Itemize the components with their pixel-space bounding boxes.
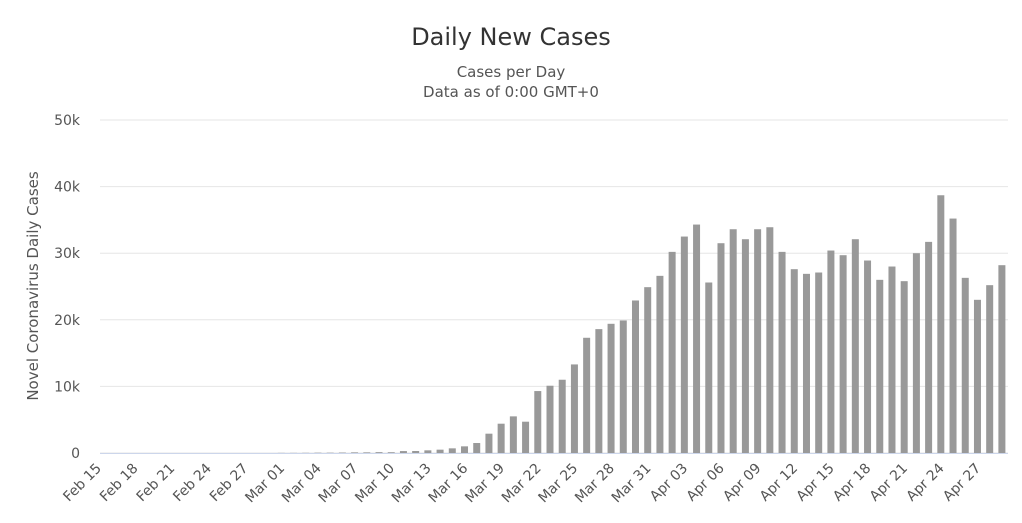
bar	[399, 451, 407, 453]
bar	[876, 279, 884, 453]
x-tick-label: Mar 01	[242, 461, 288, 507]
chart-subtitle: Data as of 0:00 GMT+0	[423, 83, 599, 101]
chart-title: Daily New Cases	[411, 23, 611, 51]
bar	[668, 251, 676, 453]
bar	[961, 277, 969, 453]
x-tick-label: Apr 09	[720, 461, 764, 505]
x-tick-label: Feb 18	[97, 461, 142, 506]
bar	[717, 243, 725, 453]
bar	[851, 239, 859, 453]
bar	[412, 451, 420, 453]
x-tick-label: Apr 27	[940, 461, 984, 505]
y-tick-label: 10k	[54, 379, 81, 395]
bar	[912, 253, 920, 453]
bar	[461, 446, 469, 453]
bar	[375, 452, 383, 453]
x-tick-label: Feb 24	[170, 460, 215, 505]
x-tick-label: Feb 21	[134, 461, 179, 506]
bar	[583, 337, 591, 453]
x-tick-label: Apr 12	[757, 461, 801, 505]
bar	[729, 229, 737, 453]
bar	[424, 450, 432, 453]
bar	[827, 250, 835, 453]
bar	[595, 329, 603, 453]
bar	[473, 443, 481, 453]
x-tick-label: Apr 21	[867, 461, 911, 505]
y-tick-label: 20k	[54, 313, 81, 329]
bar	[680, 236, 688, 453]
x-tick-label: Mar 22	[499, 461, 545, 507]
bar	[754, 229, 762, 453]
bar	[497, 423, 505, 453]
bar	[900, 281, 908, 453]
bar	[534, 391, 542, 453]
bar	[986, 285, 994, 453]
x-tick-label: Apr 15	[794, 461, 838, 505]
bar	[631, 300, 639, 453]
x-tick-label: Mar 31	[609, 461, 655, 507]
bar	[888, 266, 896, 453]
x-tick-label: Apr 06	[684, 460, 728, 504]
y-axis-title: Novel Coronavirus Daily Cases	[24, 171, 42, 401]
bar	[705, 282, 713, 453]
bar	[546, 385, 554, 453]
x-tick-label: Mar 07	[316, 461, 362, 507]
bar	[607, 323, 615, 453]
y-tick-label: 50k	[54, 113, 81, 129]
bar	[693, 224, 701, 453]
x-tick-label: Mar 04	[279, 460, 325, 506]
x-tick-label: Mar 25	[536, 461, 582, 507]
x-tick-label: Mar 10	[352, 461, 398, 507]
bar	[778, 251, 786, 453]
bar	[802, 273, 810, 453]
y-tick-label: 0	[71, 446, 80, 462]
x-tick-label: Mar 16	[426, 460, 472, 506]
x-tick-label: Apr 03	[647, 461, 691, 505]
bar	[485, 433, 493, 453]
x-tick-label: Mar 19	[462, 461, 508, 507]
chart-subtitle: Cases per Day	[457, 63, 566, 81]
bar	[619, 320, 627, 453]
bar	[998, 265, 1006, 453]
bar	[363, 452, 371, 453]
y-tick-label: 40k	[54, 180, 81, 196]
x-tick-label: Apr 18	[830, 461, 874, 505]
bar	[448, 448, 456, 453]
bar	[790, 269, 798, 453]
bar	[436, 449, 444, 453]
bar	[656, 275, 664, 453]
bar	[509, 416, 517, 453]
bar	[864, 260, 872, 453]
x-tick-label: Mar 28	[572, 461, 618, 507]
bar	[949, 218, 957, 453]
bar	[925, 241, 933, 453]
y-tick-label: 30k	[54, 246, 81, 262]
x-tick-label: Feb 15	[60, 461, 105, 506]
bar	[973, 299, 981, 453]
x-tick-label: Apr 24	[903, 460, 947, 504]
bar	[741, 239, 749, 453]
bar	[937, 195, 945, 453]
bar	[387, 452, 395, 453]
bar	[351, 452, 359, 453]
bar	[839, 255, 847, 453]
bar	[558, 379, 566, 453]
bar	[570, 364, 578, 453]
bar	[815, 272, 823, 453]
x-tick-label: Mar 13	[389, 461, 435, 507]
bar	[644, 287, 652, 453]
bar	[766, 227, 774, 453]
bar	[522, 421, 530, 453]
